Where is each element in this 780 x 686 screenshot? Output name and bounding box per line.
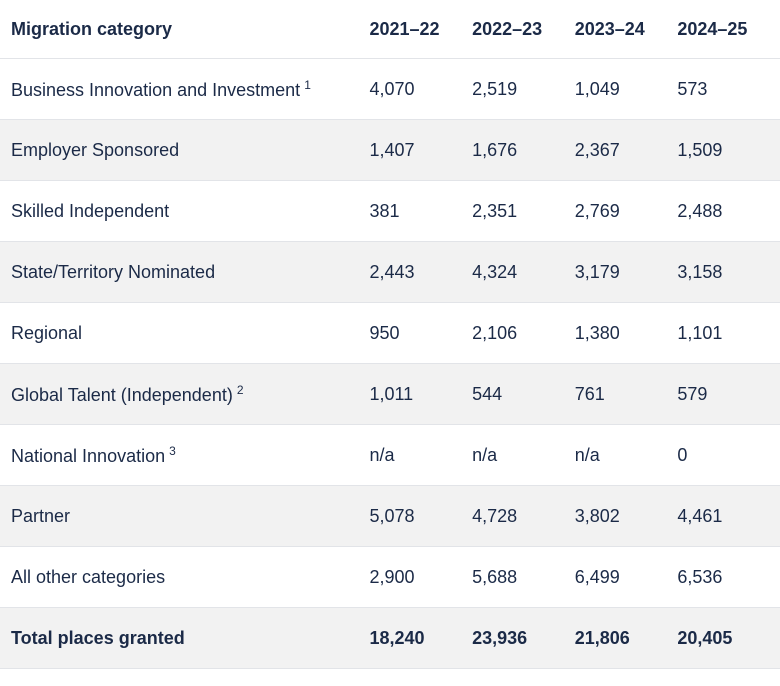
value-cell: 4,070 [369, 58, 473, 120]
label-text: Partner [11, 505, 71, 526]
row-label: Global Talent (Independent) 2 [0, 363, 370, 425]
value-cell: 2,769 [574, 180, 678, 242]
table-row: Regional 950 2,106 1,380 1,101 [0, 302, 780, 364]
value-cell: 2,351 [472, 180, 575, 242]
table-row: Global Talent (Independent) 2 1,011 544 761 5… [0, 363, 780, 425]
value-cell: 761 [574, 363, 678, 425]
value-cell: 5,688 [472, 546, 575, 608]
header-cell: 2022–23 [472, 0, 575, 59]
row-label: Regional [0, 302, 370, 364]
header-cell: 2023–24 [574, 0, 678, 59]
label-text: Skilled Independent [11, 200, 170, 221]
row-label: Business Innovation and Investment 1 [0, 58, 370, 120]
value-cell: 2,488 [677, 180, 780, 242]
value-cell: 544 [472, 363, 575, 425]
row-label: National Innovation 3 [0, 424, 370, 486]
value-cell: 579 [677, 363, 780, 425]
row-label: Skilled Independent [0, 180, 370, 242]
label-text: Employer Sponsored [11, 139, 180, 160]
value-cell: 2,519 [472, 58, 575, 120]
value-cell: 4,324 [472, 241, 575, 303]
value-cell: 1,380 [574, 302, 678, 364]
value-cell: 1,049 [574, 58, 678, 120]
row-label: Total places granted [0, 607, 370, 669]
row-label: Partner [0, 485, 370, 547]
value-cell: 573 [677, 58, 780, 120]
table-row: Employer Sponsored 1,407 1,676 2,367 1,509 [0, 119, 780, 181]
value-cell: 4,461 [677, 485, 780, 547]
table-row: Business Innovation and Investment 1 4,070… [0, 58, 780, 120]
label-text: Total places granted [11, 627, 185, 648]
value-cell: 1,676 [472, 119, 575, 181]
label-text: National Innovation [11, 445, 166, 466]
header-row: Migration category 2021–22 2022–23 2023–24 2… [0, 0, 780, 59]
header-cell: 2024–25 [677, 0, 780, 59]
value-cell: n/a [574, 424, 678, 486]
table-row: Total places granted 18,240 23,936 21,806 20… [0, 607, 780, 669]
header-cell: 2021–22 [369, 0, 473, 59]
value-cell: 21,806 [574, 607, 678, 669]
migration-table: Migration category 2021–22 2022–23 2023–24 2… [0, 0, 780, 669]
value-cell: 2,106 [472, 302, 575, 364]
value-cell: 6,499 [574, 546, 678, 608]
row-label: All other categories [0, 546, 370, 608]
value-cell: 2,367 [574, 119, 678, 181]
row-label: State/Territory Nominated [0, 241, 370, 303]
table-row: Partner 5,078 4,728 3,802 4,461 [0, 485, 780, 547]
table-row: State/Territory Nominated 2,443 4,324 3,179… [0, 241, 780, 303]
value-cell: 950 [369, 302, 473, 364]
value-cell: 1,101 [677, 302, 780, 364]
value-cell: 23,936 [472, 607, 575, 669]
label-text: All other categories [11, 566, 166, 587]
value-cell: 1,407 [369, 119, 473, 181]
value-cell: 6,536 [677, 546, 780, 608]
value-cell: 2,900 [369, 546, 473, 608]
value-cell: 1,509 [677, 119, 780, 181]
label-text: Business Innovation and Investment [11, 79, 301, 100]
value-cell: 4,728 [472, 485, 575, 547]
value-cell: 20,405 [677, 607, 780, 669]
header-cell: Migration category [0, 0, 370, 59]
table-row: National Innovation 3 n/a n/a n/a 0 [0, 424, 780, 486]
row-label: Employer Sponsored [0, 119, 370, 181]
value-cell: 18,240 [369, 607, 473, 669]
table-body: Business Innovation and Investment 1 4,070… [0, 58, 780, 669]
value-cell: 2,443 [369, 241, 473, 303]
label-text: Regional [11, 322, 83, 343]
value-cell: n/a [369, 424, 473, 486]
value-cell: 0 [677, 424, 780, 486]
value-cell: 5,078 [369, 485, 473, 547]
footnote-marker: 2 [236, 382, 244, 397]
value-cell: 381 [369, 180, 473, 242]
table-header: Migration category 2021–22 2022–23 2023–24 2… [0, 0, 780, 59]
label-text: Global Talent (Independent) [11, 384, 233, 405]
value-cell: 3,158 [677, 241, 780, 303]
footnote-marker: 3 [169, 443, 176, 458]
table-row: Skilled Independent 381 2,351 2,769 2,488 [0, 180, 780, 242]
value-cell: 3,179 [574, 241, 678, 303]
table-row: All other categories 2,900 5,688 6,499 6,536 [0, 546, 780, 608]
label-text: State/Territory Nominated [11, 261, 216, 282]
value-cell: 1,011 [369, 363, 473, 425]
footnote-marker: 1 [304, 77, 311, 92]
value-cell: 3,802 [574, 485, 678, 547]
value-cell: n/a [472, 424, 575, 486]
